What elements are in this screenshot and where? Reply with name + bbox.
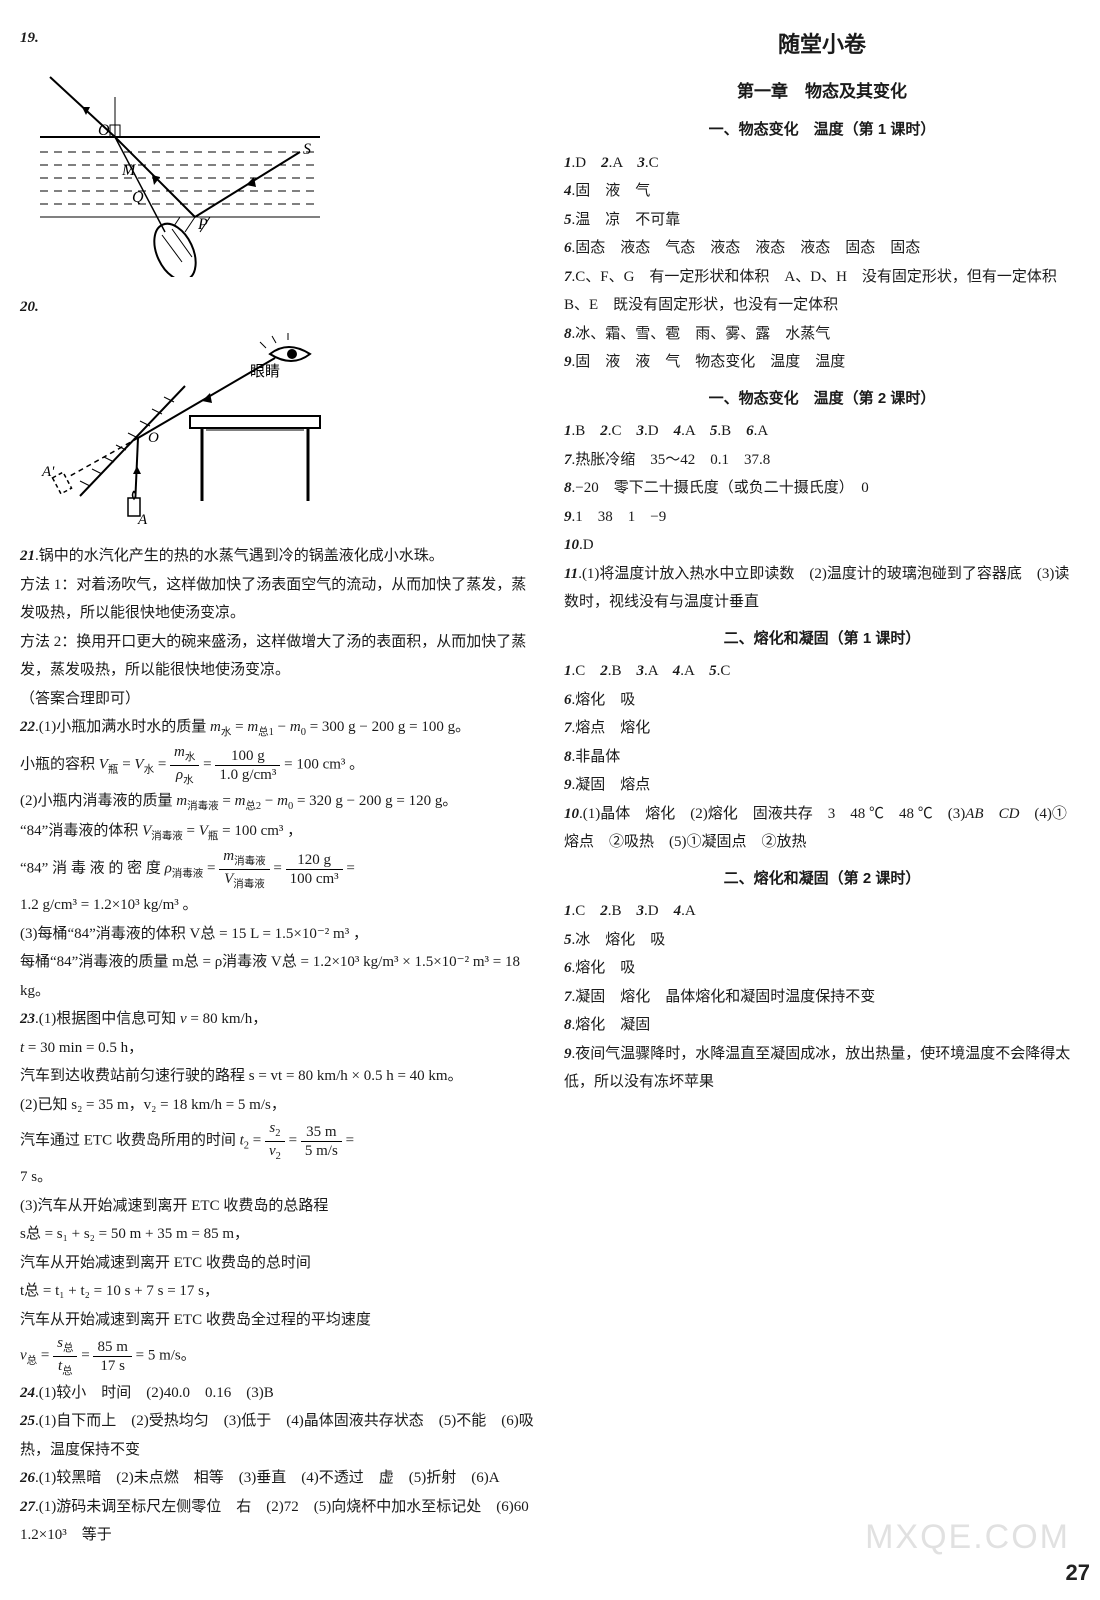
- heading-ch1: 第一章 物态及其变化: [564, 76, 1080, 108]
- q21-line1: 2121.锅中的水汽化产生的热的水蒸气遇到冷的锅盖液化成小水珠。.锅中的水汽化产…: [20, 542, 536, 571]
- q23-2b: 汽车通过 ETC 收费岛所用的时间 t2 = s2v2 = 35 m5 m/s …: [20, 1119, 536, 1163]
- figure-19: O M Q P S: [20, 57, 536, 288]
- s1-1-l5: 7.C、F、G 有一定形状和体积 A、D、H 没有固定形状，但有一定体积 B、E…: [564, 263, 1080, 320]
- fig20-eye-label: 眼睛: [250, 363, 280, 380]
- q22-rho-res: 1.2 g/cm³ = 1.2×10³ kg/m³ 。: [20, 891, 536, 920]
- fig19-S: S: [303, 141, 311, 158]
- s2-2-l6: 9.夜间气温骤降时，水降温直至凝固成冰，放出热量，使环境温度不会降得太低，所以没…: [564, 1040, 1080, 1097]
- q27: 27.(1)游码未调至标尺左侧零位 右 (2)72 (5)向烧杯中加水至标记处 …: [20, 1493, 536, 1550]
- fig19-M: M: [121, 162, 137, 179]
- q22-2: (2)小瓶内消毒液的质量 m消毒液 = m总2 − m0 = 320 g − 2…: [20, 787, 536, 817]
- q22-1: 22.(1)小瓶加满水时水的质量 m水 = m总1 − m0 = 300 g −…: [20, 713, 536, 743]
- s2-1-l1: 1.C 2.B 3.A 4.A 5.C: [564, 657, 1080, 686]
- s2-2-l1: 1.C 2.B 3.D 4.A: [564, 897, 1080, 926]
- s1-1-l4: 6.固态 液态 气态 液态 液态 液态 固态 固态: [564, 234, 1080, 263]
- s2-2-l4: 7.凝固 熔化 晶体熔化和凝固时温度保持不变: [564, 983, 1080, 1012]
- s1-2-l1: 1.B 2.C 3.D 4.A 5.B 6.A: [564, 417, 1080, 446]
- heading-2-1: 二、熔化和凝固（第 1 课时）: [564, 625, 1080, 654]
- heading-2-2: 二、熔化和凝固（第 2 课时）: [564, 865, 1080, 894]
- s2-1-l4: 8.非晶体: [564, 743, 1080, 772]
- s1-1-l2: 4.固 液 气: [564, 177, 1080, 206]
- q23-1b: t = 30 min = 0.5 h，: [20, 1034, 536, 1063]
- s2-1-l6: 10.(1)晶体 熔化 (2)熔化 固液共存 3 48 ℃ 48 ℃ (3)AB…: [564, 800, 1080, 857]
- q21-method1: 方法 1：对着汤吹气，这样做加快了汤表面空气的流动，从而加快了蒸发，蒸发吸热，所…: [20, 571, 536, 628]
- s2-1-l3: 7.熔点 熔化: [564, 714, 1080, 743]
- s1-2-l6: 11.(1)将温度计放入热水中立即读数 (2)温度计的玻璃泡碰到了容器底 (3)…: [564, 560, 1080, 617]
- q22-rho: “84” 消 毒 液 的 密 度 ρ消毒液 = m消毒液V消毒液 = 120 g…: [20, 847, 536, 891]
- q23-3e: 汽车从开始减速到离开 ETC 收费岛全过程的平均速度: [20, 1306, 536, 1335]
- s1-2-l2: 7.热胀冷缩 35～42 0.1 37.8: [564, 446, 1080, 475]
- q22-vol: 小瓶的容积 V瓶 = V水 = m水ρ水 = 100 g1.0 g/cm³ = …: [20, 743, 536, 787]
- fig19-P: P: [197, 216, 208, 233]
- page-number: 27: [1066, 1552, 1090, 1594]
- q23-3c: 汽车从开始减速到离开 ETC 收费岛的总时间: [20, 1249, 536, 1278]
- fig20-O: O: [148, 430, 159, 446]
- s2-2-l5: 8.熔化 凝固: [564, 1011, 1080, 1040]
- fig19-Q: Q: [132, 189, 144, 206]
- s1-1-l7: 9.固 液 液 气 物态变化 温度 温度: [564, 348, 1080, 377]
- q21-note: （答案合理即可）: [20, 685, 536, 714]
- s1-1-l6: 8.冰、霜、雪、雹 雨、雾、露 水蒸气: [564, 320, 1080, 349]
- s1-2-l4: 9.1 38 1 −9: [564, 503, 1080, 532]
- fig20-A: A: [137, 512, 148, 526]
- q26: 26.(1)较黑暗 (2)未点燃 相等 (3)垂直 (4)不透过 虚 (5)折射…: [20, 1464, 536, 1493]
- q23-1c: 汽车到达收费站前匀速行驶的路程 s = vt = 80 km/h × 0.5 h…: [20, 1062, 536, 1091]
- q22-3b: 每桶“84”消毒液的质量 m总 = ρ消毒液 V总 = 1.2×10³ kg/m…: [20, 948, 536, 1005]
- heading-1-2: 一、物态变化 温度（第 2 课时）: [564, 385, 1080, 414]
- q21-method2: 方法 2：换用开口更大的碗来盛汤，这样做增大了汤的表面积，从而加快了蒸发，蒸发吸…: [20, 628, 536, 685]
- q22-v84: “84”消毒液的体积 V消毒液 = V瓶 = 100 cm³ ，: [20, 817, 536, 847]
- s1-1-l1: 1.D 2.A 3.C: [564, 149, 1080, 178]
- fig20-Ap: A': [41, 464, 55, 480]
- s1-2-l3: 8.−20 零下二十摄氏度（或负二十摄氏度） 0: [564, 474, 1080, 503]
- q25: 25.(1)自下而上 (2)受热均匀 (3)低于 (4)晶体固液共存状态 (5)…: [20, 1407, 536, 1464]
- q22-3a: (3)每桶“84”消毒液的体积 V总 = 15 L = 1.5×10⁻² m³ …: [20, 920, 536, 949]
- q23-3d: t总 = t₁ + t₂ = 10 s + 7 s = 17 s，: [20, 1277, 536, 1306]
- q24: 2424.(1)较小 时间 (2)40.0 0.16 (3)B.(1)较小 时间…: [20, 1379, 536, 1408]
- s1-2-l5: 10.D: [564, 531, 1080, 560]
- s2-1-l5: 9.凝固 熔点: [564, 771, 1080, 800]
- s2-1-l2: 6.熔化 吸: [564, 686, 1080, 715]
- fig19-O: O: [98, 122, 110, 139]
- figure-20: 眼睛 O A A': [20, 326, 536, 537]
- q23-3b: s总 = s₁ + s₂ = 50 m + 35 m = 85 m，: [20, 1220, 536, 1249]
- q23-2b-res: 7 s。: [20, 1163, 536, 1192]
- q19-label: 19.: [20, 30, 39, 46]
- s2-2-l2: 5.冰 熔化 吸: [564, 926, 1080, 955]
- q23-1a: 23.(1)根据图中信息可知 v = 80 km/h，: [20, 1005, 536, 1034]
- v-total: v总 = s总t总 = 85 m17 s = 5 m/s。: [20, 1334, 536, 1378]
- s2-2-l3: 6.熔化 吸: [564, 954, 1080, 983]
- heading-1-1: 一、物态变化 温度（第 1 课时）: [564, 116, 1080, 145]
- q23-2a: (2)已知 s₂ = 35 m，v₂ = 18 km/h = 5 m/s，: [20, 1091, 536, 1120]
- s1-1-l3: 5.温 凉 不可靠: [564, 206, 1080, 235]
- heading-main: 随堂小卷: [564, 24, 1080, 66]
- q20-label: 20.: [20, 299, 39, 315]
- q23-3a: (3)汽车从开始减速到离开 ETC 收费岛的总路程: [20, 1192, 536, 1221]
